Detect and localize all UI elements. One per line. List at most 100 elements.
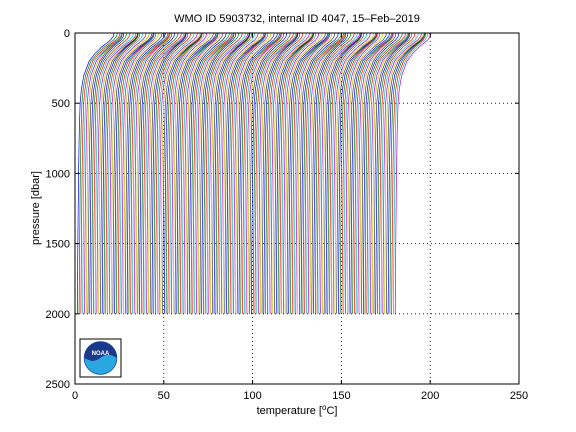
axes-box — [74, 32, 520, 385]
profile-line — [123, 32, 159, 314]
profile-line — [300, 32, 339, 314]
x-tick-label: 200 — [421, 390, 439, 402]
profile-line — [240, 32, 281, 314]
profile-line — [284, 32, 323, 314]
profile-line — [92, 32, 131, 314]
profile-line — [346, 32, 384, 314]
profile-line — [206, 32, 247, 314]
profile-line — [233, 32, 269, 314]
profile-line — [238, 32, 279, 314]
profile-line — [119, 32, 155, 314]
profile-line — [309, 32, 346, 314]
profile-line — [169, 32, 205, 314]
profile-line — [311, 32, 347, 314]
profile-line — [194, 32, 234, 314]
profile-line — [261, 32, 298, 314]
profile-line — [82, 32, 123, 314]
profile-line — [295, 32, 331, 314]
profile-line — [78, 32, 118, 314]
profile-line — [258, 32, 298, 314]
profile-line — [135, 32, 171, 314]
profile-line — [167, 32, 203, 314]
profile-line — [187, 32, 224, 314]
profile-line — [105, 32, 141, 314]
profile-line — [286, 32, 327, 314]
profile-line — [192, 32, 233, 314]
profile-line — [190, 32, 231, 314]
profile-line — [343, 32, 379, 314]
profile-line — [204, 32, 243, 314]
profile-line — [359, 32, 395, 314]
profile-line — [85, 32, 123, 314]
noaa-logo: NOAA — [79, 338, 122, 378]
profile-line — [139, 32, 176, 314]
profile-line — [153, 32, 189, 314]
x-tick-label: 50 — [158, 390, 170, 402]
profile-line — [213, 32, 250, 314]
profile-line — [188, 32, 227, 314]
x-axis-label: temperature [oC] — [257, 403, 338, 417]
profile-line — [101, 32, 139, 314]
profile-line — [208, 32, 249, 314]
profile-line — [171, 32, 208, 314]
profile-line — [256, 32, 297, 314]
profile-line — [391, 32, 427, 314]
x-tick-label: 0 — [72, 390, 78, 402]
profile-line — [126, 32, 166, 314]
profile-line — [266, 32, 304, 314]
profile-line — [325, 32, 362, 314]
profile-line — [330, 32, 368, 314]
profile-line — [318, 32, 359, 314]
profile-line — [96, 32, 137, 314]
profile-line — [282, 32, 320, 314]
profile-line — [251, 32, 288, 314]
profile-line — [220, 32, 259, 314]
profile-line — [110, 32, 150, 314]
grid — [75, 33, 519, 384]
profile-line — [389, 32, 426, 314]
profile-line — [279, 32, 315, 314]
profile-line — [332, 32, 371, 314]
profile-line — [320, 32, 361, 314]
profile-line — [348, 32, 387, 314]
profile-line — [316, 32, 355, 314]
profile-line — [229, 32, 266, 314]
profile-line — [219, 32, 256, 314]
profile-line — [185, 32, 221, 314]
profile-line — [373, 32, 410, 314]
profile-line — [226, 32, 266, 314]
profile-line — [183, 32, 219, 314]
profile-line — [137, 32, 173, 314]
profile-line — [155, 32, 192, 314]
profile-line — [87, 32, 123, 314]
profile-line — [98, 32, 138, 314]
noaa-logo-text: NOAA — [92, 351, 110, 357]
profile-line — [345, 32, 381, 314]
profile-line — [382, 32, 423, 314]
profile-line — [350, 32, 391, 314]
profile-line — [114, 32, 154, 314]
profile-line — [201, 32, 237, 314]
profile-line — [341, 32, 378, 314]
profile-line — [302, 32, 343, 314]
profile-line — [377, 32, 413, 314]
profile-line — [203, 32, 240, 314]
profile-line — [334, 32, 375, 314]
profile-line — [80, 32, 121, 314]
profile-line — [174, 32, 214, 314]
x-tick-label: 150 — [332, 390, 350, 402]
profile-line — [293, 32, 330, 314]
profile-line — [181, 32, 219, 314]
profile-line — [364, 32, 403, 314]
profile-line — [199, 32, 235, 314]
profile-line — [121, 32, 157, 314]
profile-line — [277, 32, 314, 314]
profile-line — [124, 32, 163, 314]
profile-line — [197, 32, 234, 314]
profile-line — [94, 32, 134, 314]
profile-line — [140, 32, 179, 314]
profile-line — [357, 32, 394, 314]
profile-line — [128, 32, 169, 314]
profile-line — [314, 32, 352, 314]
